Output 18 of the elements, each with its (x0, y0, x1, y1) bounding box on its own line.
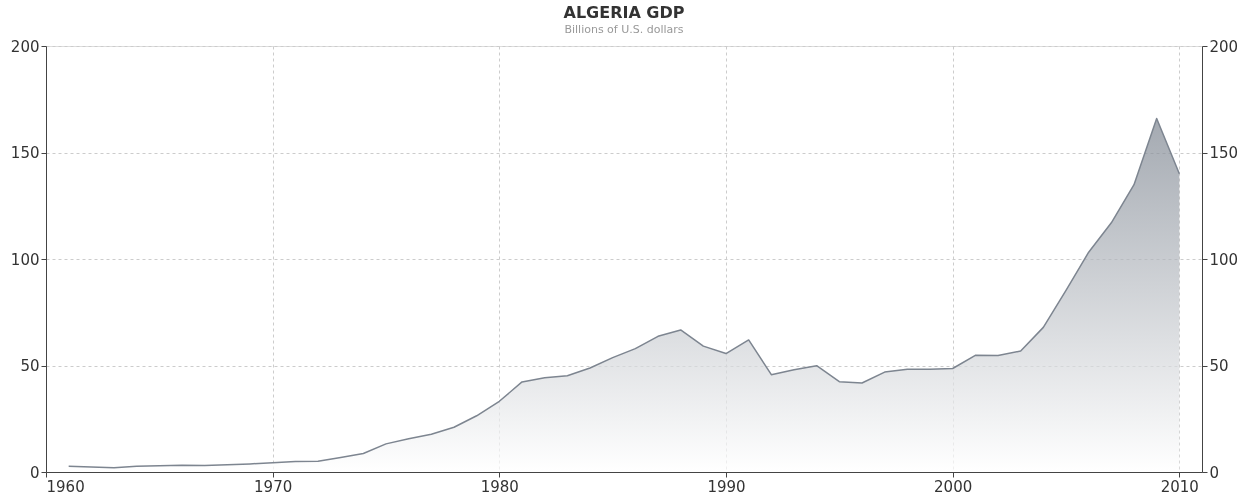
chart-title: ALGERIA GDP (563, 3, 685, 22)
x-tick-label: 2010 (1160, 477, 1199, 496)
chart-subtitle: Billions of U.S. dollars (564, 23, 684, 36)
x-tick-label: 1980 (480, 477, 519, 496)
y-tick-label: 150 (10, 144, 40, 162)
y-tick-label: 100 (10, 250, 40, 269)
y2-tick-label: 50 (1209, 357, 1229, 375)
y-tick-label: 0 (29, 463, 40, 482)
y2-tick-label: 100 (1209, 250, 1239, 269)
x-tick-label: 1960 (46, 477, 85, 496)
x-tick-label: 1970 (254, 477, 293, 496)
x-tick-label: 2000 (934, 477, 973, 496)
y-tick-label: 50 (20, 357, 40, 375)
y2-tick-label: 0 (1209, 463, 1220, 482)
y2-tick-label: 150 (1209, 144, 1239, 162)
y-tick-label: 200 (10, 37, 40, 56)
y2-tick-label: 200 (1209, 37, 1239, 56)
x-tick-label: 1990 (707, 477, 746, 496)
